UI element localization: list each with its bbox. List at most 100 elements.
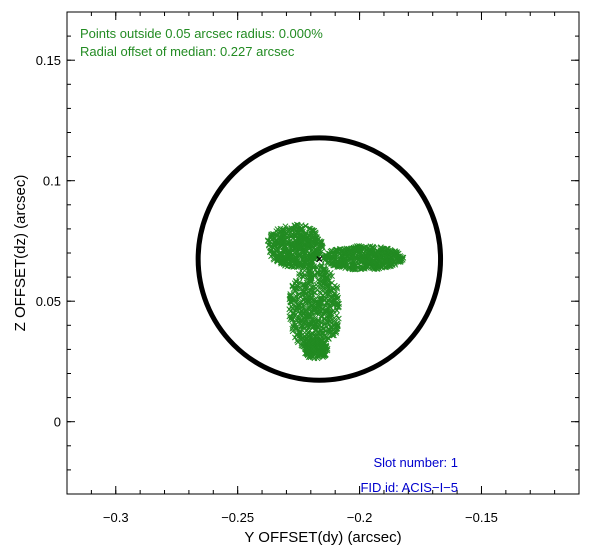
- y-axis-title: Z OFFSET(dz) (arcsec): [12, 175, 29, 332]
- scatter-point: [294, 285, 301, 292]
- scatter-point: [307, 263, 314, 270]
- scatter-point: [273, 252, 280, 259]
- x-tick-label: −0.2: [347, 510, 373, 525]
- scatter-point: [385, 253, 392, 260]
- scatter-point: [301, 272, 308, 279]
- scatter-point: [309, 324, 316, 331]
- scatter-point: [345, 249, 352, 256]
- scatter-point: [330, 332, 337, 339]
- scatter-point: [390, 253, 397, 260]
- scatter-point: [307, 278, 314, 285]
- y-tick-label: 0.05: [36, 294, 61, 309]
- scatter-point: [294, 331, 301, 338]
- scatter-point: [328, 260, 335, 267]
- scatter-point: [297, 311, 303, 318]
- scatter-point: [311, 235, 318, 242]
- scatter-point: [296, 270, 303, 277]
- scatter-point: [289, 227, 296, 234]
- scatter-point: [314, 247, 321, 254]
- scatter-point: [299, 335, 306, 342]
- scatter-point: [319, 343, 326, 350]
- scatter-point: [322, 319, 329, 326]
- scatter-point: [312, 272, 319, 279]
- scatter-point: [370, 259, 377, 266]
- scatter-point: [350, 257, 356, 264]
- scatter-point: [327, 309, 333, 316]
- scatter-point: [326, 295, 333, 302]
- radial-offset-annotation: Radial offset of median: 0.227 arcsec: [80, 44, 295, 59]
- scatter-point: [316, 242, 322, 249]
- radius-circle: [195, 135, 444, 383]
- scatter-point: [287, 245, 294, 252]
- scatter-point: [292, 307, 299, 314]
- scatter-point: [361, 264, 368, 271]
- scatter-point: [305, 311, 312, 318]
- scatter-point: [316, 330, 323, 337]
- scatter-point: [376, 260, 383, 267]
- x-tick-label: −0.3: [103, 510, 129, 525]
- scatter-point: [360, 250, 367, 257]
- scatter-point: [341, 260, 347, 267]
- scatter-point: [324, 274, 331, 281]
- scatter-point: [295, 230, 302, 236]
- scatter-point: [304, 273, 311, 280]
- scatter-point: [300, 325, 307, 332]
- scatter-point: [280, 230, 287, 237]
- scatter-point: [325, 329, 332, 336]
- scatter-point: [327, 286, 334, 293]
- scatter-point: [299, 322, 306, 328]
- scatter-point: [295, 260, 302, 267]
- scatter-point: [331, 251, 338, 258]
- scatter-point: [322, 302, 329, 309]
- scatter-point: [308, 256, 315, 262]
- scatter-point: [354, 247, 361, 254]
- x-tick-label: −0.15: [465, 510, 498, 525]
- scatter-point: [293, 285, 300, 292]
- scatter-point: [296, 230, 303, 236]
- scatter-point: [311, 313, 318, 320]
- scatter-point: [312, 319, 319, 326]
- scatter-point: [342, 265, 349, 271]
- median-marker: [316, 256, 323, 262]
- scatter-point: [335, 315, 342, 322]
- scatter-point: [296, 279, 303, 286]
- scatter-point: [300, 228, 306, 235]
- scatter-point: [289, 317, 296, 324]
- scatter-point: [277, 250, 283, 257]
- scatter-point: [388, 260, 395, 267]
- x-axis-title: Y OFFSET(dy) (arcsec): [244, 529, 401, 546]
- scatter-point: [274, 232, 281, 239]
- scatter-point: [317, 278, 324, 285]
- scatter-point: [307, 354, 314, 361]
- scatter-point: [286, 313, 293, 320]
- scatter-point: [328, 324, 335, 331]
- scatter-point: [306, 303, 313, 310]
- scatter-point: [322, 266, 329, 273]
- scatter-point: [297, 244, 304, 250]
- scatter-point: [311, 272, 318, 278]
- scatter-point: [327, 298, 334, 305]
- scatter-point: [329, 332, 336, 339]
- scatter-point: [369, 250, 376, 257]
- scatter-point: [309, 288, 316, 295]
- y-tick-label: 0.15: [36, 53, 61, 68]
- scatter-point: [292, 238, 299, 244]
- scatter-point: [287, 240, 294, 247]
- y-tick-label: 0: [54, 415, 61, 430]
- scatter-point: [297, 317, 304, 323]
- axis-ticks: [66, 11, 580, 495]
- scatter-point: [290, 255, 297, 262]
- y-tick-label: 0.1: [43, 174, 61, 189]
- scatter-point: [294, 296, 301, 303]
- scatter-point: [271, 240, 278, 247]
- scatter-point: [282, 259, 289, 266]
- scatter-point: [321, 280, 328, 287]
- scatter-point: [302, 286, 309, 293]
- scatter-point: [361, 244, 368, 251]
- x-tick-labels: −0.3 −0.25 −0.2 −0.15: [103, 510, 498, 525]
- scatter-point: [267, 233, 274, 240]
- scatter-point: [334, 320, 340, 327]
- scatter-point: [321, 255, 328, 262]
- scatter-point: [305, 241, 312, 248]
- scatter-point: [323, 323, 330, 330]
